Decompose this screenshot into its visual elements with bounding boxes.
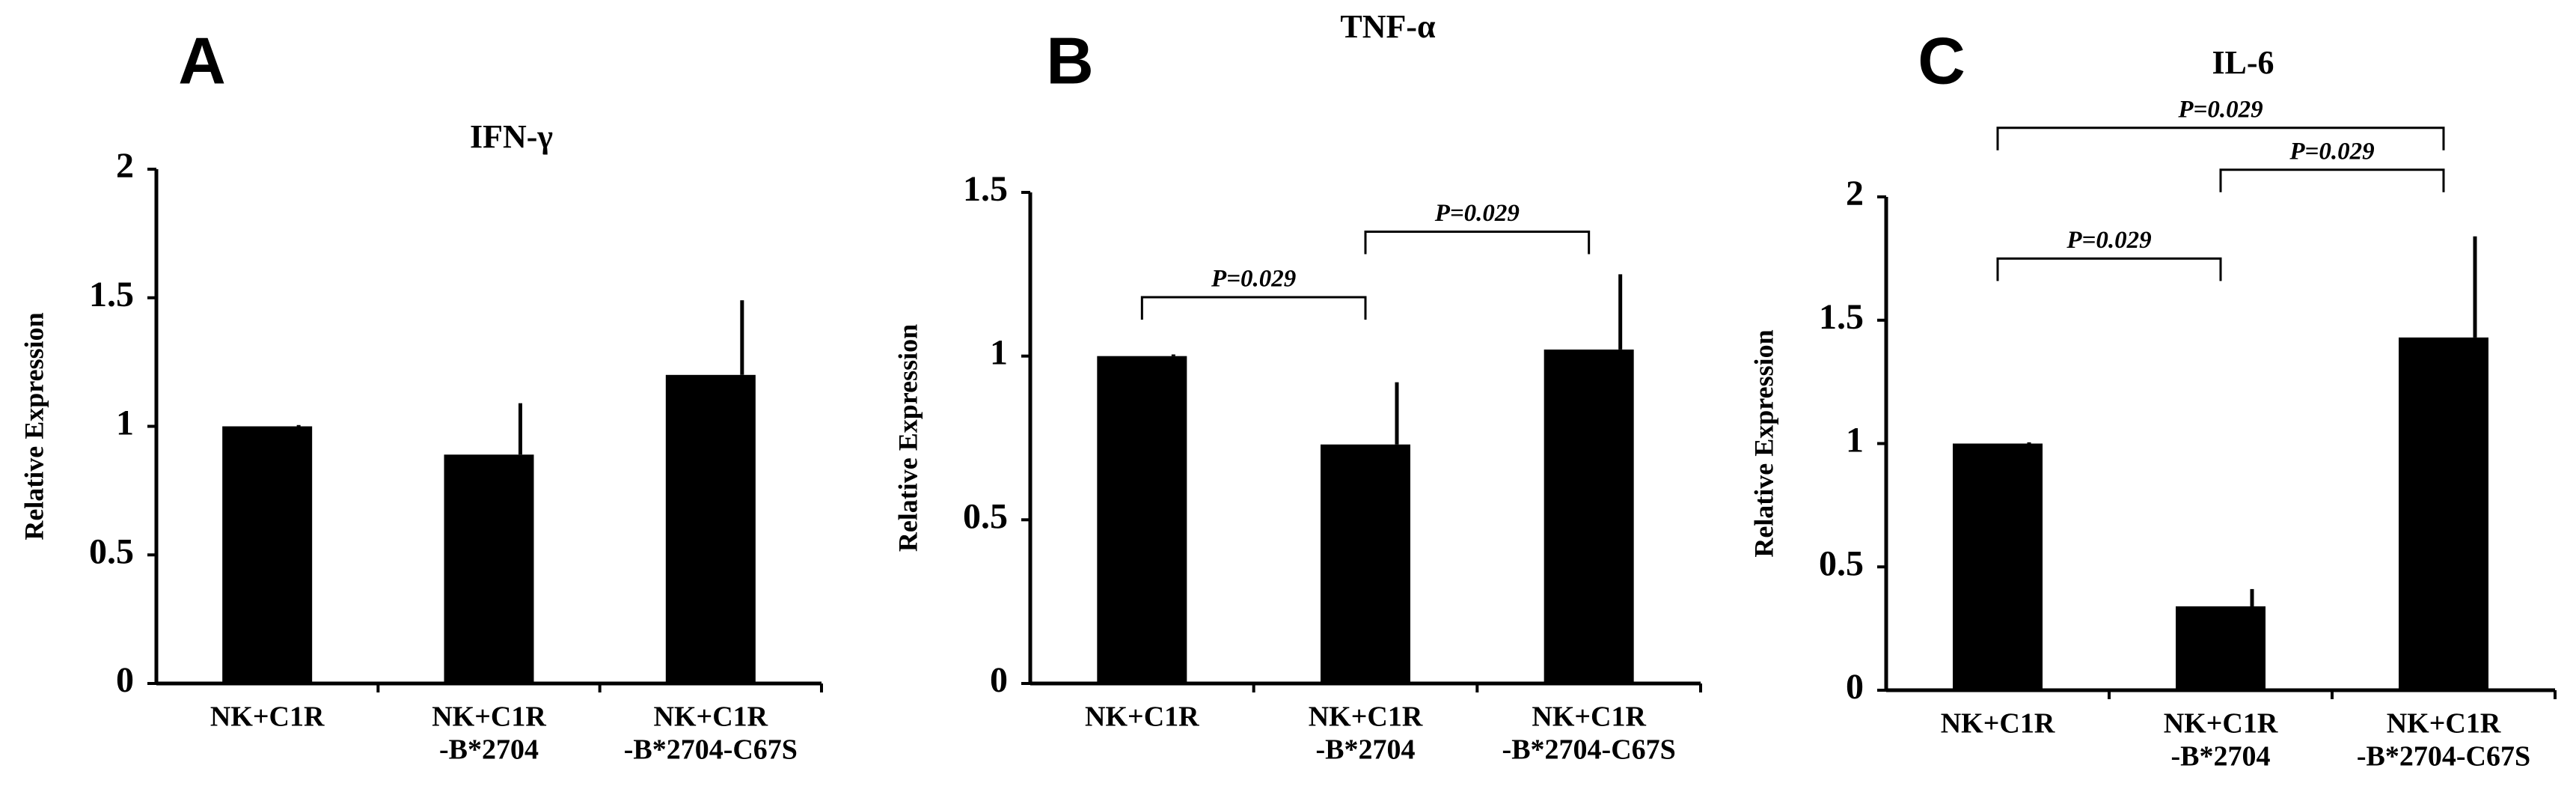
y-axis-label: Relative Expression [1749, 329, 1778, 557]
bar [665, 374, 756, 683]
y-tick-label: 1 [990, 333, 1008, 373]
x-tick-label: NK+C1R [210, 701, 325, 733]
bar [1321, 444, 1410, 683]
x-tick-label: NK+C1R [1309, 701, 1423, 733]
y-axis-label: Relative Expression [19, 312, 49, 540]
significance-bracket [1996, 127, 2445, 150]
bar [444, 454, 534, 683]
x-tick-label: NK+C1R [2164, 708, 2278, 740]
significance-label: P=0.029 [2289, 138, 2374, 165]
x-tick-label: NK+C1R [2387, 708, 2501, 740]
y-tick-label: 0.5 [89, 532, 134, 571]
x-tick-label: NK+C1R [1532, 701, 1646, 733]
panel-label: A [178, 23, 226, 97]
y-tick-label: 1.5 [963, 169, 1008, 209]
y-tick-label: 0.5 [963, 496, 1008, 536]
significance-bracket [2219, 168, 2445, 192]
x-tick-label: NK+C1R [1085, 701, 1199, 733]
significance-bracket [1364, 230, 1591, 255]
panel-label: B [1046, 23, 1094, 97]
y-tick-label: 2 [1846, 174, 1864, 213]
x-tick-label: -B*2704-C67S [2357, 741, 2530, 773]
y-tick-label: 0 [990, 660, 1008, 700]
significance-label: P=0.029 [2066, 227, 2151, 254]
significance-bracket [1140, 296, 1367, 320]
y-axis-label: Relative Expression [893, 324, 923, 552]
chart-title: IFN-γ [470, 118, 553, 155]
x-tick-label: NK+C1R [432, 701, 546, 733]
x-tick-label: -B*2704 [439, 734, 539, 766]
x-tick-label: NK+C1R [654, 701, 768, 733]
x-tick-label: -B*2704-C67S [1502, 734, 1676, 766]
bar [1953, 443, 2043, 690]
panel-label: C [1918, 23, 1965, 97]
y-tick-label: 0.5 [1819, 543, 1864, 583]
bar [2176, 606, 2266, 690]
bar [1097, 356, 1187, 683]
bar [2399, 337, 2488, 690]
chart-title: TNF-α [1340, 8, 1436, 45]
y-tick-label: 2 [116, 146, 134, 186]
chart-title: IL-6 [2212, 44, 2274, 81]
significance-label: P=0.029 [1434, 200, 1520, 227]
bar [222, 426, 313, 683]
y-tick-label: 1.5 [89, 275, 134, 314]
y-tick-label: 0 [116, 660, 134, 700]
significance-label: P=0.029 [1211, 266, 1296, 293]
significance-bracket [1996, 257, 2222, 281]
significance-label: P=0.029 [2177, 96, 2263, 123]
x-tick-label: -B*2704-C67S [624, 734, 798, 766]
y-tick-label: 1.5 [1819, 297, 1864, 337]
bar [1544, 349, 1634, 683]
x-tick-label: -B*2704 [2171, 741, 2271, 773]
y-tick-label: 1 [1846, 421, 1864, 460]
x-tick-label: -B*2704 [1316, 734, 1416, 766]
y-tick-label: 1 [116, 403, 134, 443]
x-tick-label: NK+C1R [1941, 708, 2055, 740]
y-tick-label: 0 [1846, 667, 1864, 707]
